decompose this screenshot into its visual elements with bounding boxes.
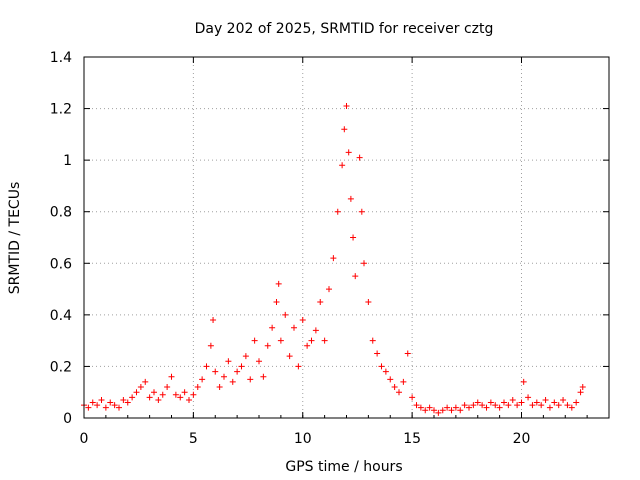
y-tick-label: 0.6 xyxy=(50,256,72,272)
y-tick-label: 0.4 xyxy=(50,308,72,324)
y-tick-label: 1.2 xyxy=(50,102,72,118)
x-tick-label: 5 xyxy=(189,431,198,447)
y-tick-label: 0 xyxy=(63,411,72,427)
chart-background xyxy=(0,0,640,480)
y-tick-label: 1.4 xyxy=(50,50,72,66)
x-tick-label: 10 xyxy=(294,431,312,447)
chart-title: Day 202 of 2025, SRMTID for receiver czt… xyxy=(195,21,494,37)
y-tick-label: 0.8 xyxy=(50,205,72,221)
y-tick-label: 0.2 xyxy=(50,359,72,375)
x-tick-label: 20 xyxy=(513,431,531,447)
y-tick-label: 1 xyxy=(63,153,72,169)
y-axis-label: SRMTID / TECUs xyxy=(7,182,23,295)
x-tick-label: 15 xyxy=(403,431,421,447)
x-tick-label: 0 xyxy=(80,431,89,447)
chart: 0 5 10 15 20 0 0.2 0.4 0.6 0.8 1 1.2 1.4 Day 202 of… xyxy=(0,0,640,480)
x-axis-label: GPS time / hours xyxy=(285,459,402,475)
